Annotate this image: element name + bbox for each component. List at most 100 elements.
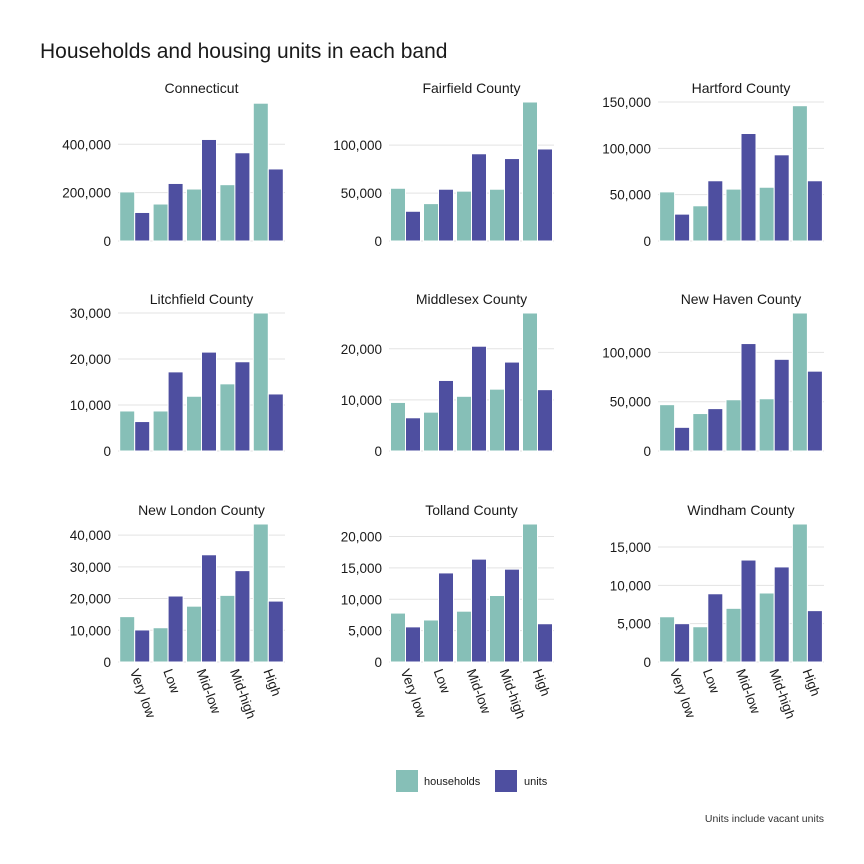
bar-units-very-low (674, 623, 691, 663)
bar-units-high (267, 393, 284, 452)
y-tick-label: 5,000 (348, 624, 382, 639)
bar-units-mid-low (471, 558, 487, 663)
y-tick-label: 0 (643, 655, 651, 670)
bar-households-mid-low (456, 610, 472, 663)
legend-key-units (495, 770, 517, 792)
bar-units-low (438, 188, 454, 242)
bar-units-mid-high (234, 570, 251, 663)
bar-units-high (806, 610, 823, 663)
y-tick-label: 50,000 (610, 395, 651, 410)
bar-units-high (537, 148, 553, 242)
y-tick-label: 10,000 (341, 393, 382, 408)
bar-households-mid-low (456, 395, 472, 452)
bar-units-high (537, 389, 553, 452)
bar-units-low (707, 180, 724, 242)
legend: households units (396, 770, 548, 792)
bar-households-high (522, 312, 538, 452)
y-tick-label: 0 (374, 234, 382, 249)
bar-households-low (152, 410, 169, 452)
y-tick-label: 40,000 (70, 528, 111, 543)
y-tick-label: 0 (374, 444, 382, 459)
bar-units-mid-high (234, 152, 251, 242)
bar-households-mid-low (725, 607, 742, 663)
legend-label-units: units (524, 776, 548, 788)
y-tick-label: 150,000 (602, 95, 651, 110)
y-tick-label: 100,000 (602, 141, 651, 156)
bar-units-mid-high (504, 568, 520, 663)
y-tick-label: 10,000 (341, 592, 382, 607)
facet-new-london-county: New London County 0 10,000 20,000 30,000 40,0… (70, 502, 285, 721)
bar-households-low (423, 203, 439, 242)
y-tick-label: 50,000 (341, 186, 382, 201)
y-tick-label: 50,000 (610, 188, 651, 203)
bar-households-high (522, 523, 538, 663)
bar-households-very-low (390, 187, 406, 242)
bar-households-high (791, 523, 808, 663)
facet-litchfield-county: Litchfield County 0 10,000 20,000 30,000 (70, 291, 285, 459)
bar-households-mid-high (489, 595, 505, 663)
facet-title: Middlesex County (416, 291, 527, 307)
x-tick-label: Low (700, 667, 723, 696)
facet-fairfield-county: Fairfield County 0 50,000 100,000 (333, 80, 554, 249)
facet-connecticut: Connecticut 0 200,000 400,000 (62, 80, 285, 249)
facet-title: Tolland County (425, 502, 518, 518)
bar-units-low (438, 572, 454, 663)
x-tick-label: Very low (127, 667, 159, 720)
y-tick-label: 10,000 (70, 398, 111, 413)
y-tick-label: 30,000 (70, 560, 111, 575)
bar-households-mid-high (758, 592, 775, 663)
facet-title: Windham County (687, 502, 794, 518)
y-tick-label: 0 (103, 234, 111, 249)
facet-title: Litchfield County (150, 291, 254, 307)
chart-title: Households and housing units in each ban… (40, 40, 447, 63)
bar-units-very-low (674, 426, 691, 452)
x-tick-label: Low (431, 667, 454, 696)
y-tick-label: 30,000 (70, 306, 111, 321)
bar-units-low (707, 593, 724, 663)
y-tick-label: 0 (643, 444, 651, 459)
bar-households-very-low (390, 612, 406, 663)
bar-units-mid-high (504, 361, 520, 452)
x-tick-label: High (800, 667, 824, 698)
bar-households-low (692, 413, 709, 452)
bar-units-low (167, 371, 184, 452)
y-tick-label: 0 (374, 655, 382, 670)
x-tick-label: Mid-high (766, 667, 798, 721)
chart-caption: Units include vacant units (705, 813, 824, 825)
y-tick-label: 0 (103, 444, 111, 459)
bar-households-low (152, 627, 169, 663)
facet-title: Connecticut (165, 80, 239, 96)
x-tick-label: Mid-low (194, 667, 224, 716)
bar-households-very-low (659, 191, 676, 242)
facet-title: Hartford County (692, 80, 791, 96)
bar-households-mid-high (758, 398, 775, 452)
bar-units-mid-low (471, 153, 487, 242)
bar-households-mid-low (186, 605, 202, 663)
y-tick-label: 400,000 (62, 137, 111, 152)
x-tick-label: Low (160, 667, 183, 696)
x-tick-label: Mid-low (733, 667, 763, 716)
bar-units-very-low (134, 629, 151, 663)
bar-units-mid-high (773, 154, 790, 242)
x-tick-label: Mid-high (227, 667, 259, 721)
y-tick-label: 100,000 (602, 345, 651, 360)
bar-households-mid-low (456, 190, 472, 242)
x-tick-label: Mid-low (464, 667, 494, 716)
bar-households-mid-low (186, 188, 202, 242)
bar-households-high (791, 105, 808, 242)
y-tick-label: 0 (643, 234, 651, 249)
bar-units-mid-high (773, 358, 790, 452)
bar-households-low (423, 619, 439, 663)
bar-households-high (791, 312, 808, 452)
facet-title: New London County (138, 502, 265, 518)
x-tick-label: Mid-high (497, 667, 529, 721)
bar-units-mid-low (740, 343, 757, 452)
bar-units-low (707, 408, 724, 452)
bar-households-low (692, 626, 709, 663)
legend-key-households (396, 770, 418, 792)
bar-households-very-low (119, 616, 136, 663)
bar-households-high (252, 312, 269, 452)
facet-new-haven-county: New Haven County 0 50,000 100,000 (602, 291, 824, 459)
bar-households-very-low (390, 401, 406, 452)
